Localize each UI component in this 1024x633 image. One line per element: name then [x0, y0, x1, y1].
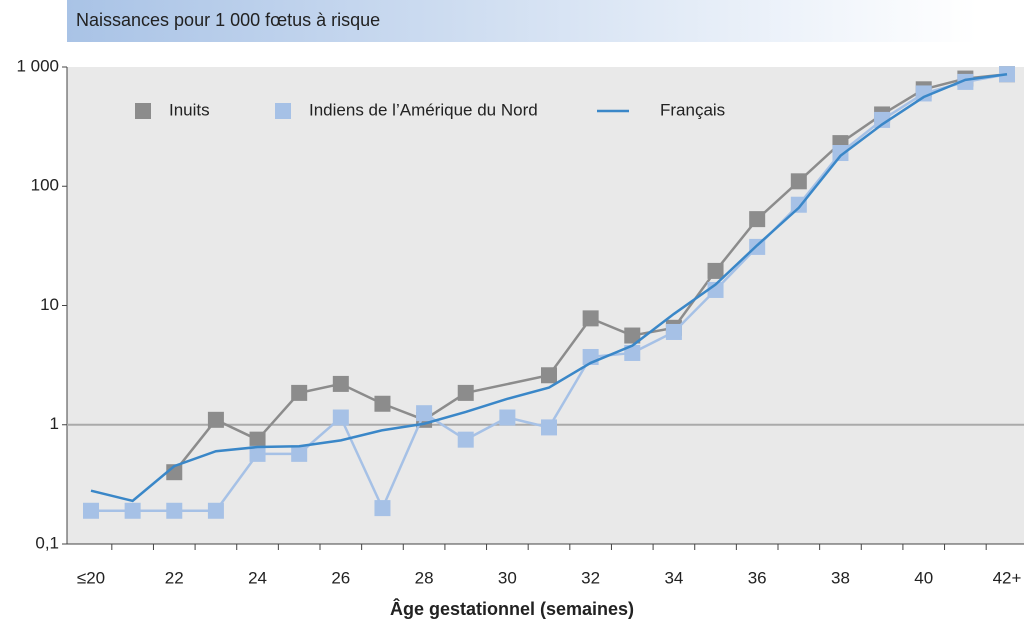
plot-area — [67, 67, 1024, 544]
marker — [207, 502, 224, 519]
series-line — [90, 72, 1008, 503]
title-band — [67, 0, 977, 42]
marker — [582, 310, 599, 327]
y-tick-label: 10 — [40, 295, 59, 314]
y-tick-label: 1 — [50, 414, 59, 433]
marker — [207, 411, 224, 428]
legend-swatch — [135, 103, 151, 119]
x-tick-label: 26 — [331, 568, 350, 587]
legend-label: Français — [660, 100, 725, 119]
legend-label: Inuits — [169, 100, 210, 119]
marker — [541, 419, 557, 436]
legend-swatch — [275, 103, 291, 119]
x-tick-label: 28 — [415, 568, 434, 587]
marker — [124, 502, 141, 519]
marker — [332, 409, 349, 426]
marker — [665, 323, 682, 340]
y-tick-label: 100 — [31, 176, 59, 195]
x-tick-label: ≤20 — [77, 568, 105, 587]
x-tick-label: 38 — [831, 568, 850, 587]
marker — [915, 85, 932, 102]
x-tick-label: 22 — [165, 568, 184, 587]
x-tick-label: 24 — [248, 568, 267, 587]
x-tick-label: 32 — [581, 568, 600, 587]
marker — [249, 445, 266, 462]
marker — [499, 409, 516, 426]
marker — [83, 502, 99, 519]
marker — [790, 196, 807, 213]
marker — [291, 445, 308, 462]
legend-label: Indiens de l’Amérique du Nord — [309, 100, 538, 119]
y-tick-label: 0,1 — [35, 533, 59, 552]
marker — [374, 395, 391, 412]
marker — [874, 111, 891, 128]
marker — [457, 431, 474, 448]
marker — [416, 405, 433, 422]
x-tick-label: 42+ — [993, 568, 1022, 587]
marker — [790, 173, 807, 190]
marker — [457, 384, 474, 401]
marker — [624, 327, 641, 344]
marker — [624, 344, 641, 361]
chart-title: Naissances pour 1 000 fœtus à risque — [76, 10, 380, 30]
marker — [541, 367, 557, 384]
marker — [749, 211, 766, 228]
marker — [291, 384, 308, 401]
marker — [249, 431, 266, 448]
x-tick-label: 40 — [914, 568, 933, 587]
x-axis-title: Âge gestationnel (semaines) — [390, 598, 634, 619]
x-tick-label: 34 — [664, 568, 683, 587]
marker — [374, 500, 391, 517]
x-tick-label: 30 — [498, 568, 517, 587]
marker — [332, 375, 349, 392]
marker — [832, 145, 849, 162]
x-tick-label: 36 — [748, 568, 767, 587]
marker — [166, 502, 183, 519]
marker — [957, 73, 974, 90]
marker — [707, 262, 724, 279]
y-tick-label: 1 000 — [16, 56, 59, 75]
